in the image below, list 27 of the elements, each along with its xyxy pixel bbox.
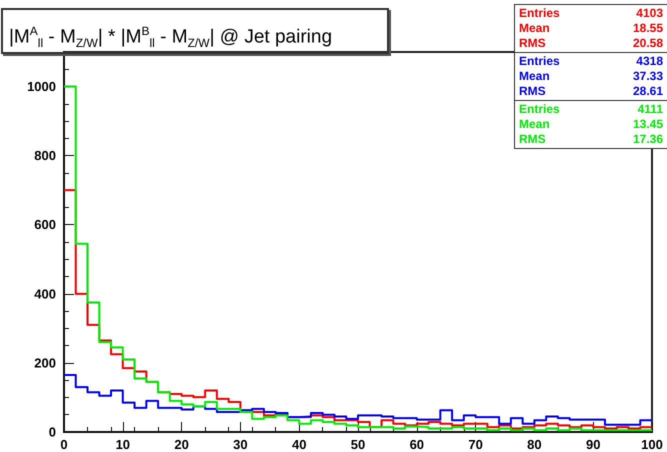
text: Mean 37.33: [519, 69, 663, 83]
y-tick-label: 1000: [27, 79, 56, 94]
x-tick-label: 40: [292, 437, 306, 452]
text: Mean 18.55: [519, 21, 663, 35]
y-tick-label: 200: [34, 355, 56, 370]
text: Entries 4111: [519, 102, 663, 116]
y-tick-label: 400: [34, 286, 56, 302]
x-tick-label: 60: [410, 437, 424, 452]
text: RMS 17.36: [519, 132, 663, 146]
x-tick-label: 80: [527, 437, 542, 452]
text: RMS 28.61: [519, 84, 663, 98]
y-tick-label: 600: [34, 217, 56, 232]
text: Entries 4318: [519, 54, 663, 68]
text: Mean 13.45: [519, 117, 663, 131]
text: Entries 4103: [519, 6, 663, 20]
y-tick-label: 800: [34, 148, 56, 164]
x-tick-label: 30: [233, 437, 248, 452]
text: RMS 20.58: [519, 36, 663, 50]
x-tick-label: 50: [350, 437, 366, 452]
x-tick-label: 10: [116, 437, 130, 452]
y-tick-label: 0: [48, 424, 56, 440]
x-tick-label: 0: [60, 437, 68, 452]
chart-title: |M$^{A}$$_{ll}$ - M$_{Z/W}$| * |M$^{B}$$_{ll}$ - M$_{Z/W}$| @ Jet pairing: [9, 24, 332, 50]
x-tick-label: 90: [586, 437, 600, 452]
x-tick-label: 70: [468, 437, 483, 452]
x-tick-label: 20: [174, 437, 189, 452]
x-tick-label: 100: [641, 437, 663, 452]
